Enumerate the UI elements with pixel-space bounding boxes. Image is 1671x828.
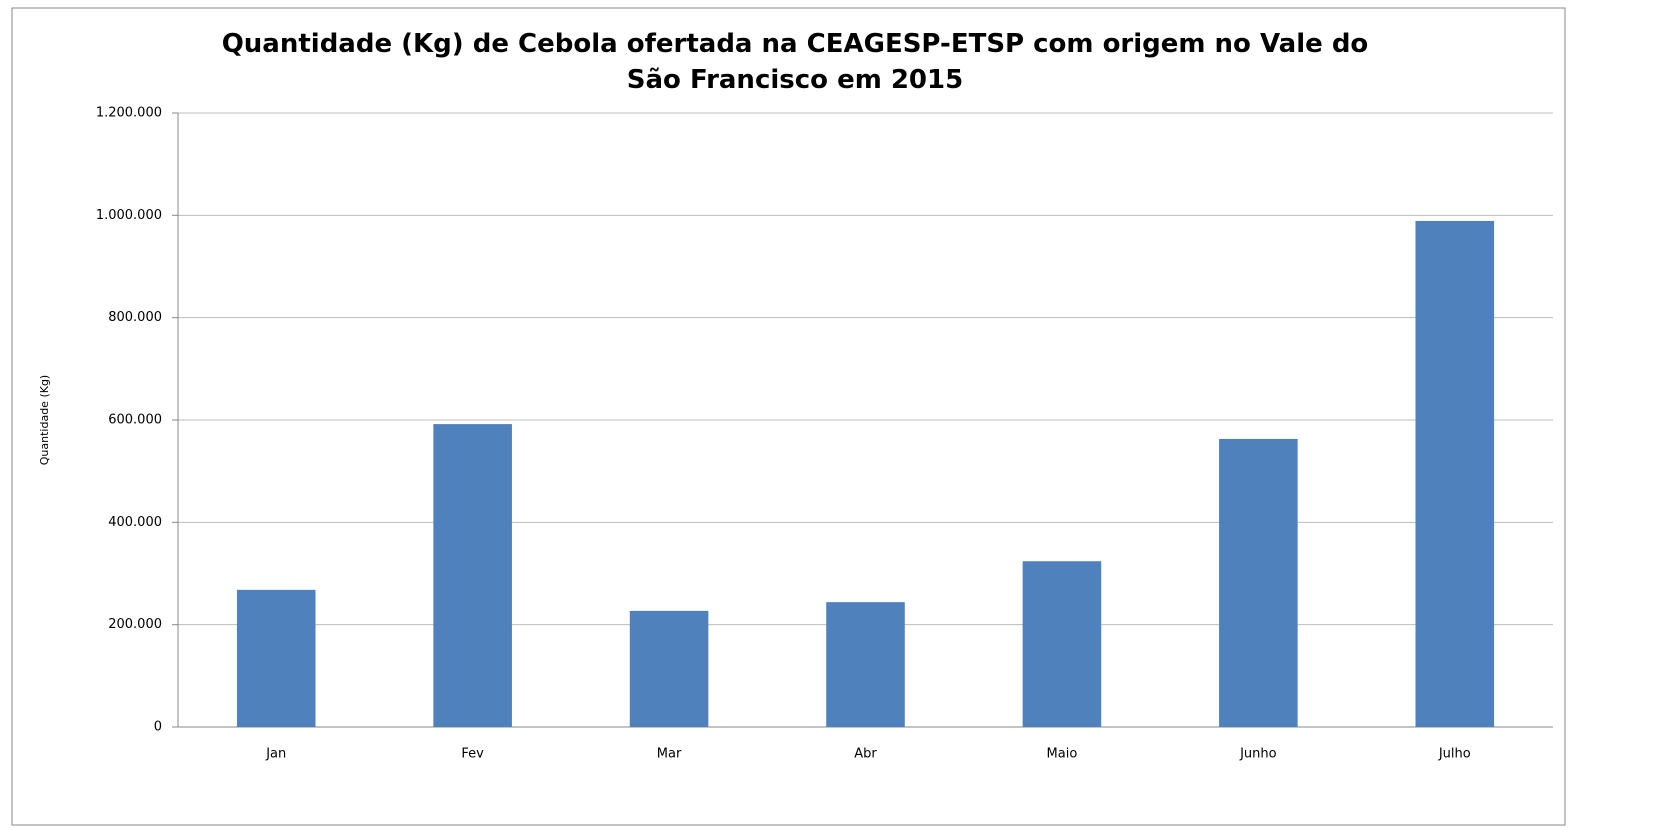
y-tick-label: 600.000 — [108, 413, 162, 428]
bar — [433, 424, 512, 727]
y-tick-label: 400.000 — [108, 515, 162, 530]
x-tick-label: Julho — [1438, 747, 1471, 762]
y-tick-label: 200.000 — [108, 617, 162, 632]
bar — [629, 610, 709, 727]
y-tick-label: 800.000 — [108, 310, 162, 325]
x-tick-label: Jan — [265, 747, 286, 762]
bar — [236, 589, 316, 727]
bar — [1022, 561, 1102, 727]
y-tick-label: 0 — [154, 720, 162, 735]
x-tick-label: Fev — [461, 747, 484, 762]
x-tick-label: Maio — [1047, 747, 1078, 762]
bar — [826, 602, 905, 727]
bar — [1219, 438, 1298, 727]
x-tick-label: Mar — [657, 747, 682, 762]
bar — [1415, 220, 1495, 727]
y-tick-label: 1.200.000 — [96, 106, 162, 121]
chart-title: Quantidade (Kg) de Cebola ofertada na CE… — [221, 29, 1369, 95]
y-tick-label: 1.000.000 — [96, 208, 162, 223]
x-tick-label: Abr — [854, 747, 877, 762]
x-tick-label: Junho — [1239, 747, 1277, 762]
y-axis-label: Quantidade (Kg) — [38, 375, 51, 465]
